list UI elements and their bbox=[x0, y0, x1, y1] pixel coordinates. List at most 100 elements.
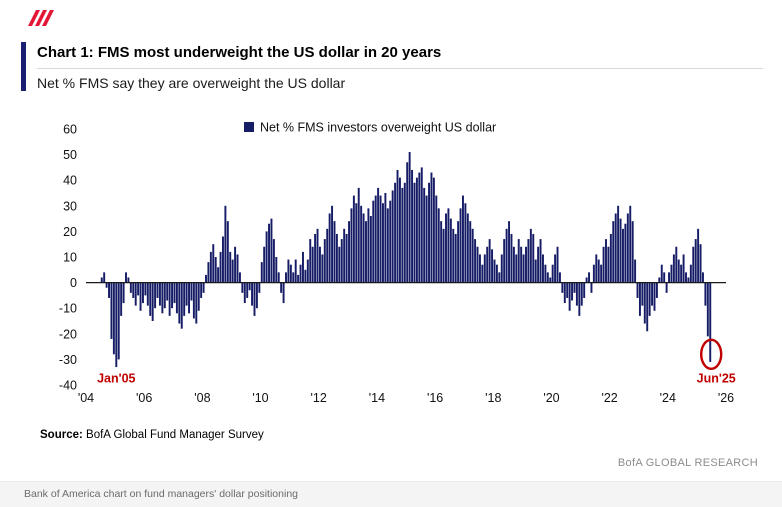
bar bbox=[377, 187, 380, 283]
bar bbox=[360, 205, 363, 283]
bar bbox=[512, 246, 515, 283]
bar bbox=[398, 177, 401, 283]
bar bbox=[260, 262, 263, 283]
y-tick-label: 40 bbox=[63, 174, 77, 188]
bar bbox=[641, 282, 644, 306]
bar bbox=[178, 282, 181, 324]
bar bbox=[486, 246, 489, 283]
bar bbox=[321, 254, 324, 283]
y-tick-label: -40 bbox=[59, 379, 77, 393]
bar bbox=[459, 208, 462, 283]
bar bbox=[192, 282, 195, 319]
bar bbox=[571, 282, 574, 301]
annotation-label: Jan'05 bbox=[97, 371, 135, 385]
legend-swatch bbox=[244, 122, 254, 132]
bar bbox=[505, 228, 508, 283]
bar bbox=[224, 205, 227, 283]
x-tick-label: '26 bbox=[718, 391, 734, 405]
bar bbox=[190, 282, 193, 301]
bar bbox=[588, 272, 590, 283]
bar bbox=[558, 272, 561, 283]
bar bbox=[309, 239, 312, 283]
bar bbox=[384, 193, 387, 283]
bar bbox=[338, 246, 341, 283]
bar bbox=[556, 246, 559, 283]
bar bbox=[655, 282, 658, 298]
bar bbox=[328, 213, 331, 283]
bar bbox=[166, 282, 169, 301]
bar bbox=[379, 195, 382, 283]
y-tick-label: 0 bbox=[70, 276, 77, 290]
bar bbox=[607, 246, 610, 283]
bar bbox=[343, 228, 346, 283]
bar bbox=[566, 282, 569, 298]
bar bbox=[362, 213, 365, 283]
bar bbox=[527, 239, 530, 283]
bar bbox=[471, 228, 474, 283]
bar bbox=[592, 264, 595, 283]
bar bbox=[302, 251, 304, 283]
bar bbox=[103, 272, 106, 283]
bar bbox=[631, 221, 634, 283]
bar bbox=[563, 282, 566, 304]
bar bbox=[108, 282, 110, 298]
bar bbox=[403, 182, 406, 283]
bar bbox=[294, 259, 297, 283]
bar bbox=[413, 182, 416, 283]
bar bbox=[476, 246, 479, 283]
bar bbox=[268, 223, 270, 283]
bar bbox=[127, 277, 130, 283]
bar bbox=[481, 264, 484, 283]
bar bbox=[149, 282, 152, 316]
bar bbox=[238, 272, 241, 283]
bar bbox=[139, 282, 142, 311]
bar bbox=[709, 282, 712, 362]
bar bbox=[226, 221, 229, 283]
bar bbox=[498, 272, 501, 283]
bar bbox=[462, 195, 464, 283]
bar bbox=[573, 282, 576, 293]
bar bbox=[154, 282, 157, 309]
image-caption: Bank of America chart on fund managers' … bbox=[24, 488, 298, 500]
bar bbox=[466, 213, 469, 283]
bar bbox=[612, 221, 615, 283]
bar bbox=[520, 246, 523, 283]
y-tick-label: 10 bbox=[63, 251, 77, 265]
bar bbox=[636, 282, 639, 298]
bar bbox=[352, 195, 355, 283]
bar bbox=[195, 282, 198, 324]
x-tick-label: '14 bbox=[369, 391, 385, 405]
x-tick-label: '12 bbox=[311, 391, 327, 405]
x-tick-label: '18 bbox=[485, 391, 501, 405]
bar bbox=[367, 208, 370, 283]
bar bbox=[151, 282, 154, 321]
bar bbox=[183, 282, 186, 316]
bar bbox=[212, 244, 215, 283]
bar bbox=[597, 259, 600, 283]
bar bbox=[171, 282, 174, 309]
bar bbox=[643, 282, 646, 324]
bar bbox=[299, 264, 302, 283]
bar bbox=[532, 233, 535, 283]
bar bbox=[624, 223, 627, 283]
bar bbox=[660, 264, 663, 283]
bar bbox=[219, 251, 222, 283]
branding-text: BofA GLOBAL RESEARCH bbox=[617, 457, 758, 469]
bar bbox=[401, 187, 404, 283]
bar bbox=[122, 282, 125, 304]
chart-area: 60 50 40 30 20 10 0 -10 -20 -30 -40'04 '06 '08 '10 '12… bbox=[38, 105, 750, 417]
bar bbox=[658, 277, 661, 283]
bar bbox=[542, 254, 544, 283]
bar bbox=[483, 254, 486, 283]
bar bbox=[651, 282, 654, 306]
bar bbox=[418, 172, 421, 283]
bar bbox=[115, 282, 118, 368]
bar bbox=[314, 233, 317, 283]
bar bbox=[326, 228, 329, 283]
bar bbox=[478, 254, 481, 283]
bar bbox=[449, 218, 452, 283]
bar bbox=[682, 254, 685, 283]
bar bbox=[251, 282, 254, 306]
bar bbox=[282, 282, 285, 304]
bar bbox=[287, 259, 290, 283]
